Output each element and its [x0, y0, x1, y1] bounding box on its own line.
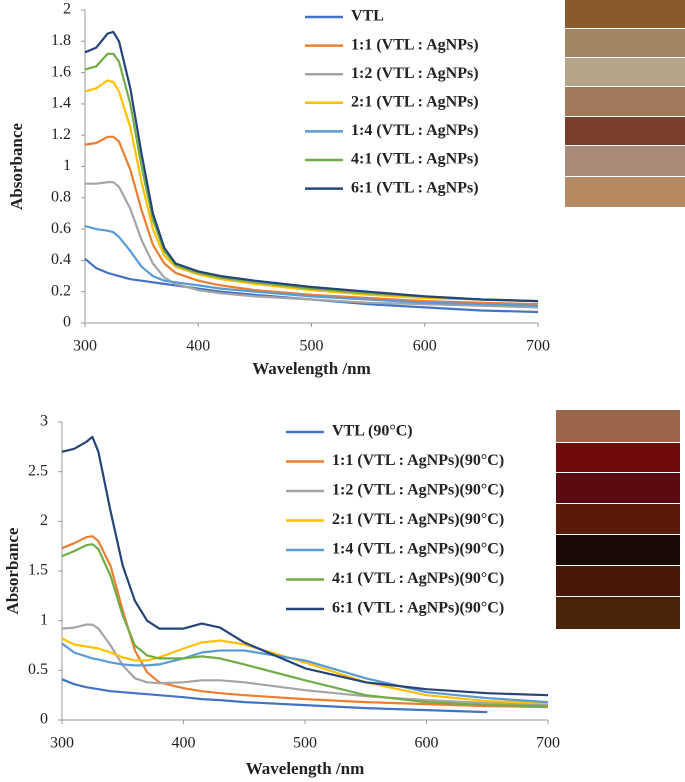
y-tick-label: 1: [63, 157, 71, 174]
x-tick-label: 500: [300, 338, 324, 355]
y-tick-label: 1.4: [51, 95, 71, 112]
x-tick-label: 500: [293, 735, 317, 752]
x-tick-label: 700: [536, 735, 560, 752]
legend-label: 1:2 (VTL : AgNPs)(90°C): [332, 482, 504, 499]
y-tick-label: 0.5: [28, 661, 48, 678]
series-line: [84, 135, 539, 306]
series-line: [61, 543, 549, 708]
y-tick-label: 0.6: [51, 220, 71, 237]
legend-label: VTL: [351, 8, 384, 25]
legend-label: 1:2 (VTL : AgNPs): [351, 65, 479, 82]
y-axis-label: Absorbance: [7, 123, 26, 210]
legend-label: 4:1 (VTL : AgNPs)(90°C): [332, 570, 504, 587]
legend-label: 1:1 (VTL : AgNPs)(90°C): [332, 452, 504, 469]
series-line: [84, 79, 539, 303]
legend-label: 2:1 (VTL : AgNPs): [351, 93, 479, 110]
x-tick-label: 600: [413, 338, 437, 355]
x-tick-label: 600: [415, 735, 439, 752]
y-tick-label: 2: [63, 1, 71, 18]
legend-label: 4:1 (VTL : AgNPs): [351, 151, 479, 168]
x-tick-label: 300: [73, 338, 97, 355]
x-tick-label: 300: [50, 735, 74, 752]
series-line: [61, 642, 549, 704]
x-axis-label: Wavelength /nm: [252, 359, 371, 378]
y-tick-label: 1.8: [51, 32, 71, 49]
x-tick-label: 700: [526, 338, 550, 355]
legend-label: 6:1 (VTL : AgNPs)(90°C): [332, 600, 504, 617]
photo-strip: [565, 0, 685, 207]
y-tick-label: 1.2: [51, 126, 71, 143]
series-line: [61, 435, 549, 697]
photo-strip: [556, 410, 680, 629]
y-tick-label: 0.2: [51, 282, 71, 299]
legend-label: 1:4 (VTL : AgNPs)(90°C): [332, 541, 504, 558]
series-line: [84, 30, 539, 303]
series-line: [61, 678, 488, 714]
series-line: [84, 257, 539, 314]
y-tick-label: 0: [63, 314, 71, 331]
y-tick-label: 1.6: [51, 63, 71, 80]
legend-label: 2:1 (VTL : AgNPs)(90°C): [332, 511, 504, 528]
legend-label: 6:1 (VTL : AgNPs): [351, 179, 479, 196]
y-tick-label: 1.5: [28, 562, 48, 579]
x-tick-label: 400: [186, 338, 210, 355]
y-axis-label: Absorbance: [3, 527, 22, 614]
y-tick-label: 2.5: [28, 462, 48, 479]
x-axis-label: Wavelength /nm: [246, 759, 365, 778]
legend-label: 1:4 (VTL : AgNPs): [351, 122, 479, 139]
series-line: [84, 224, 539, 307]
y-tick-label: 0: [40, 711, 48, 728]
y-tick-label: 0.4: [51, 251, 71, 268]
legend-label: VTL (90°C): [332, 423, 413, 440]
y-tick-label: 1: [40, 611, 48, 628]
y-tick-label: 2: [40, 512, 48, 529]
x-tick-label: 400: [172, 735, 196, 752]
series-line: [61, 535, 549, 709]
series-line: [84, 52, 539, 303]
y-tick-label: 0.8: [51, 188, 71, 205]
legend-label: 1:1 (VTL : AgNPs): [351, 36, 479, 53]
y-tick-label: 3: [40, 413, 48, 430]
